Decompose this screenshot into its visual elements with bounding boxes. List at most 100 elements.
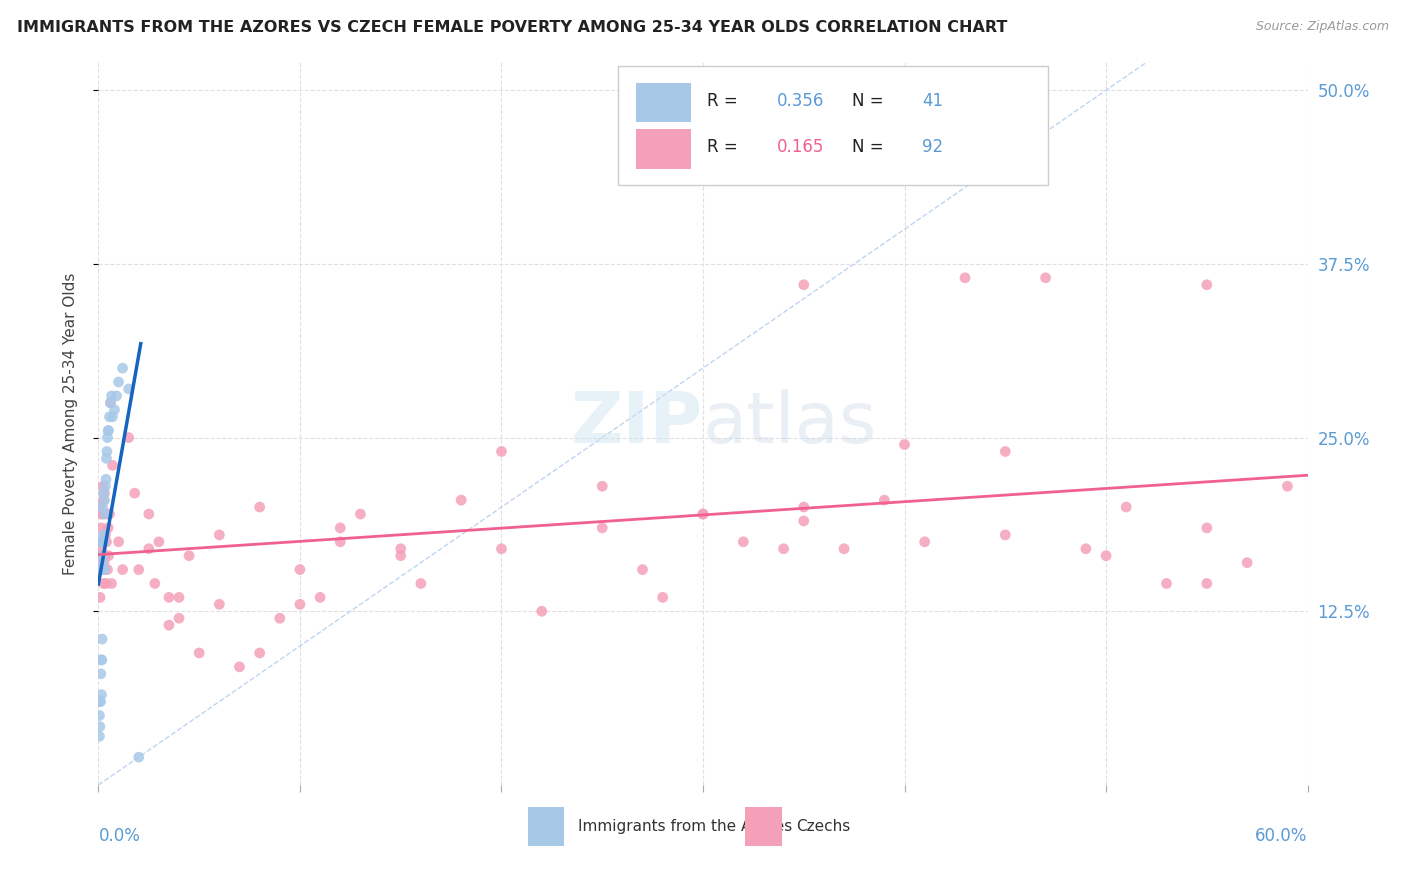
Point [1074,541,1097,556]
Point [91,556,114,570]
Point [89,534,111,549]
Point [1035,270,1057,285]
Point [288,563,311,577]
Point [530,604,553,618]
Text: 41: 41 [922,92,943,110]
Point [772,541,794,556]
Point [1095,549,1118,563]
Point [107,534,129,549]
Point [96,444,118,458]
Point [329,521,352,535]
Point [1195,521,1218,535]
Point [100,396,122,410]
Point [1195,576,1218,591]
Text: Source: ZipAtlas.com: Source: ZipAtlas.com [1256,20,1389,33]
Point [96,431,118,445]
Point [90,556,112,570]
Point [179,549,201,563]
Point [91,479,114,493]
Bar [637,83,690,122]
Point [733,534,755,549]
Point [98,409,121,424]
Point [188,646,211,660]
Point [90,666,112,681]
Point [93,563,115,577]
Point [89,563,111,577]
Point [93,563,115,577]
Point [91,534,114,549]
Point [491,444,513,458]
Point [118,382,141,396]
Point [692,507,714,521]
Point [793,514,815,528]
Text: Czechs: Czechs [796,819,851,834]
Point [491,541,513,556]
Point [103,402,125,417]
Point [1115,500,1137,514]
Point [389,549,412,563]
Point [893,437,915,451]
Point [89,708,111,723]
Point [93,563,115,577]
Point [96,507,118,521]
Point [91,549,114,563]
Point [631,563,654,577]
Point [692,507,714,521]
Point [914,534,936,549]
Point [91,534,114,549]
Point [89,534,111,549]
Bar [527,806,564,847]
Point [93,486,115,500]
Text: 0.0%: 0.0% [98,827,141,845]
Point [100,576,122,591]
Point [90,521,112,535]
Y-axis label: Female Poverty Among 25-34 Year Olds: Female Poverty Among 25-34 Year Olds [63,273,77,574]
Point [89,563,111,577]
Point [97,549,120,563]
Point [138,541,160,556]
Point [90,653,112,667]
Point [1156,576,1178,591]
Bar [637,129,690,169]
Point [93,576,115,591]
Point [91,632,114,646]
Point [208,598,231,612]
Point [111,361,134,376]
Point [105,389,128,403]
Text: N =: N = [852,138,889,156]
Text: N =: N = [852,92,889,110]
Point [138,507,160,521]
Point [793,277,815,292]
Point [93,493,115,508]
Point [89,500,111,514]
Text: 0.165: 0.165 [776,138,824,156]
Point [96,563,118,577]
Point [91,563,114,577]
Point [94,479,117,493]
Point [94,472,117,486]
Point [100,389,122,403]
Point [93,493,115,508]
Text: IMMIGRANTS FROM THE AZORES VS CZECH FEMALE POVERTY AMONG 25-34 YEAR OLDS CORRELA: IMMIGRANTS FROM THE AZORES VS CZECH FEMA… [17,20,1007,35]
Text: 92: 92 [922,138,943,156]
Point [1195,277,1218,292]
Point [93,534,115,549]
Point [97,424,120,438]
FancyBboxPatch shape [619,66,1047,186]
Point [953,270,976,285]
Point [309,591,332,605]
Point [90,688,112,702]
Point [91,507,114,521]
Point [89,549,111,563]
Point [90,541,112,556]
Point [329,534,352,549]
Point [98,507,121,521]
Point [89,720,111,734]
Point [249,646,271,660]
Point [93,556,115,570]
Text: Immigrants from the Azores: Immigrants from the Azores [578,819,793,834]
Point [96,534,118,549]
Point [90,507,112,521]
Point [450,493,472,508]
Point [591,479,613,493]
